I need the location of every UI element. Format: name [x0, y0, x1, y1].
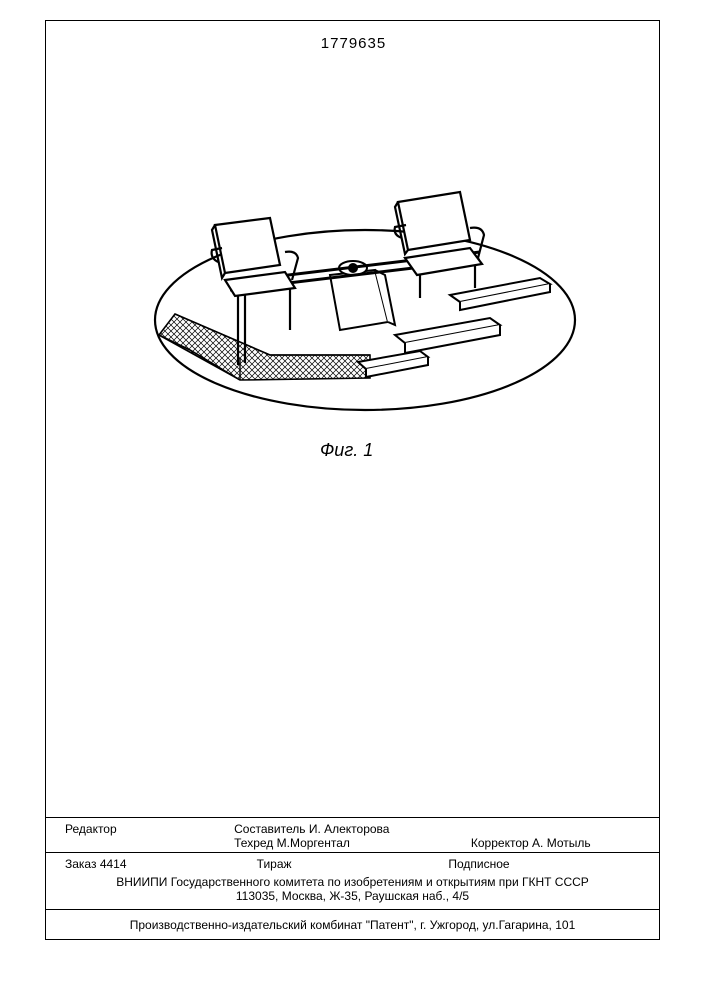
org-block: ВНИИПИ Государственного комитета по изоб… — [45, 873, 660, 909]
compiler-label: Составитель — [234, 822, 305, 836]
publisher-line: Производственно-издательский комбинат "П… — [45, 909, 660, 940]
corrector-name: А. Мотыль — [532, 836, 591, 850]
techred-name: М.Моргентал — [277, 836, 350, 850]
order-row: Заказ 4414 Тираж Подписное — [45, 852, 660, 873]
figure-label: Фиг. 1 — [320, 440, 373, 461]
corrector-label: Корректор — [471, 836, 529, 850]
org-line-2: 113035, Москва, Ж-35, Раушская наб., 4/5 — [65, 889, 640, 903]
editor-label: Редактор — [65, 822, 117, 836]
figure-1 — [120, 130, 590, 450]
compiler-name: И. Алекторова — [309, 822, 390, 836]
techred-label: Техред — [234, 836, 273, 850]
subscription-label: Подписное — [448, 857, 509, 871]
patent-number: 1779635 — [321, 35, 386, 52]
tirage-label: Тираж — [257, 857, 292, 871]
credits-row: Редактор Составитель И. Алекторова Техре… — [45, 817, 660, 852]
footer: Редактор Составитель И. Алекторова Техре… — [45, 817, 660, 940]
order-number: 4414 — [100, 857, 127, 871]
org-line-1: ВНИИПИ Государственного комитета по изоб… — [65, 875, 640, 889]
order-label: Заказ — [65, 857, 96, 871]
